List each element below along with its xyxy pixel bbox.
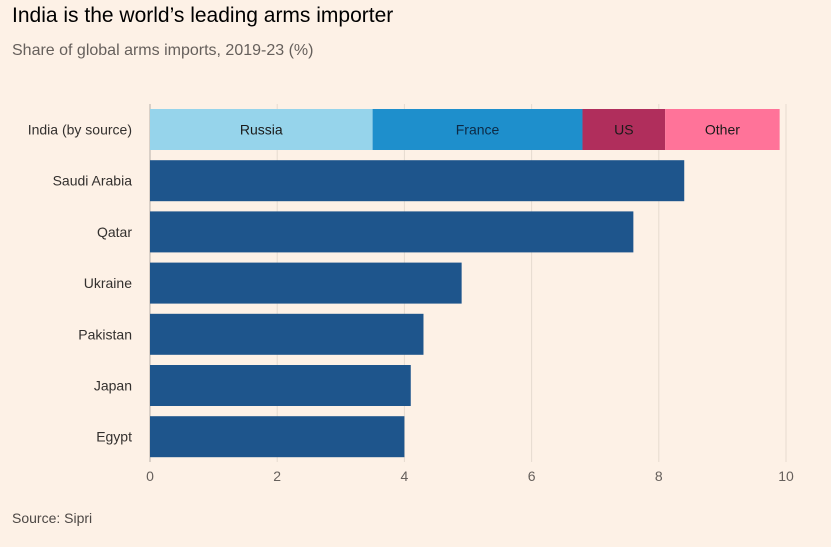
x-tick-label: 10 <box>778 468 794 484</box>
stacked-segment-russia <box>150 109 373 150</box>
stacked-segment-us <box>582 109 666 150</box>
x-tick-label: 6 <box>528 468 536 484</box>
category-label: Ukraine <box>84 275 132 291</box>
bar <box>150 211 634 253</box>
segment-label: Russia <box>240 122 283 138</box>
x-tick-label: 4 <box>401 468 409 484</box>
x-tick-label: 2 <box>273 468 281 484</box>
source-note: Source: Sipri <box>12 510 93 526</box>
category-label: Saudi Arabia <box>53 173 133 189</box>
category-label: Egypt <box>96 429 132 445</box>
segment-label: Other <box>705 122 740 138</box>
bar <box>150 416 405 458</box>
x-tick-label: 8 <box>655 468 663 484</box>
bar <box>150 262 462 304</box>
x-tick-label: 0 <box>146 468 154 484</box>
bar <box>150 313 424 355</box>
chart-title: India is the world’s leading arms import… <box>12 4 394 27</box>
category-label: Pakistan <box>78 326 132 342</box>
category-label: Japan <box>94 378 132 394</box>
segment-label: France <box>456 122 500 138</box>
bar <box>150 365 411 406</box>
stacked-segment-other <box>665 109 780 150</box>
segment-label: US <box>614 122 633 138</box>
chart-subtitle: Share of global arms imports, 2019-23 (%… <box>12 42 314 59</box>
category-label: India (by source) <box>28 122 132 138</box>
category-label: Qatar <box>97 224 132 240</box>
bar <box>150 160 685 202</box>
stacked-segment-france <box>372 109 583 150</box>
